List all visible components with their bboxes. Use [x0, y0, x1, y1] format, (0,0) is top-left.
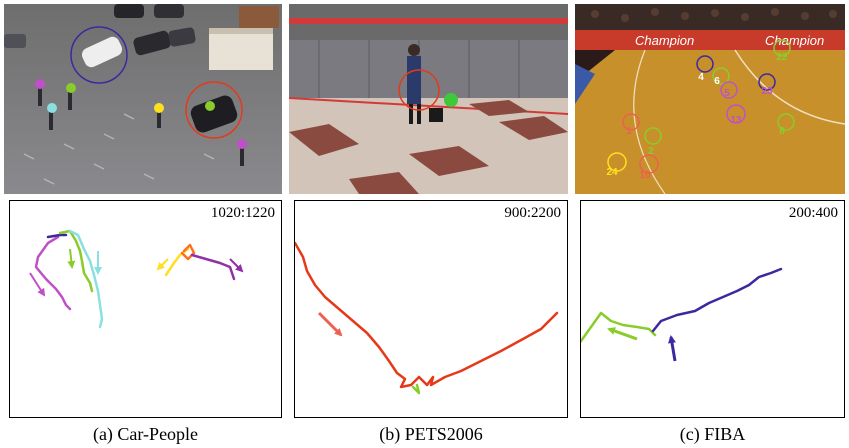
svg-text:22: 22	[776, 52, 788, 63]
champion-logo-2: Champion	[765, 33, 824, 48]
pets2006-trajectory-plot: 900:2200	[294, 200, 568, 418]
pets2006-frame	[289, 4, 568, 194]
svg-text:13: 13	[730, 115, 742, 126]
caption-a: (a) Car-People	[92, 424, 199, 444]
frame-range-label: 900:2200	[504, 205, 561, 221]
svg-text:24: 24	[606, 167, 618, 178]
svg-text:4: 4	[698, 72, 704, 83]
caption-b: (b) PETS2006	[379, 424, 483, 444]
svg-text:8: 8	[779, 126, 785, 137]
svg-text:10: 10	[639, 170, 651, 181]
frame-range-label: 1020:1220	[210, 205, 275, 221]
fiba-trajectory-plot: 200:400	[580, 200, 845, 418]
fiba-frame: Champion Champion 22 4 6 5 23 13	[575, 4, 845, 194]
svg-text:5: 5	[724, 88, 730, 99]
champion-logo: Champion	[635, 33, 694, 48]
caption-c: (c) FIBA	[679, 424, 746, 444]
svg-text:23: 23	[761, 86, 773, 97]
car-people-frame	[4, 4, 282, 194]
car-people-trajectory-plot: 1020:1220	[9, 200, 282, 418]
svg-text:1: 1	[626, 126, 632, 137]
svg-text:6: 6	[714, 76, 720, 87]
frame-range-label: 200:400	[788, 205, 838, 221]
svg-text:2: 2	[648, 146, 654, 157]
